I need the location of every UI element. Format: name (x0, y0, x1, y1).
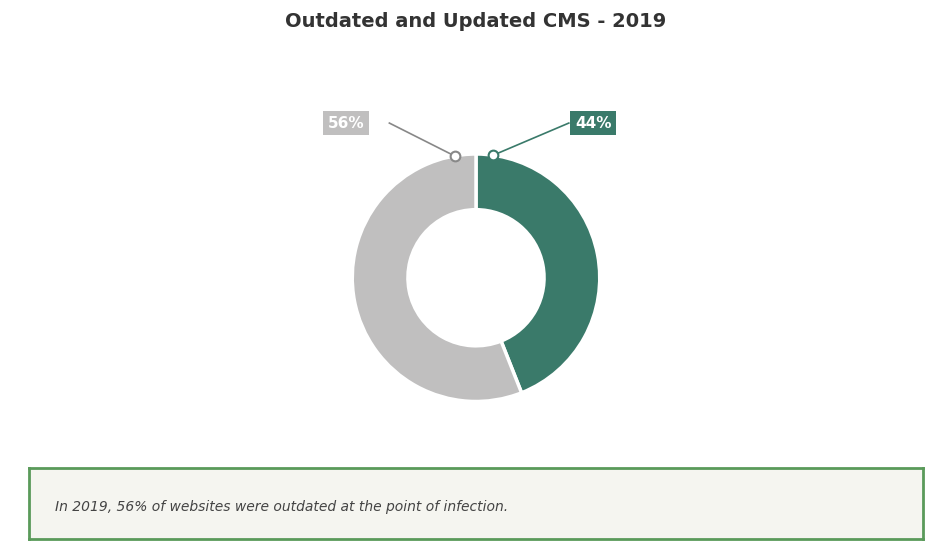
Legend: Outdated, Updated: Outdated, Updated (358, 499, 594, 531)
Title: Outdated and Updated CMS - 2019: Outdated and Updated CMS - 2019 (286, 12, 666, 31)
Text: In 2019, 56% of websites were outdated at the point of infection.: In 2019, 56% of websites were outdated a… (55, 500, 508, 514)
Circle shape (408, 210, 544, 346)
Text: 56%: 56% (328, 116, 365, 130)
Wedge shape (352, 154, 522, 402)
Text: 44%: 44% (575, 116, 611, 130)
Wedge shape (476, 154, 600, 393)
